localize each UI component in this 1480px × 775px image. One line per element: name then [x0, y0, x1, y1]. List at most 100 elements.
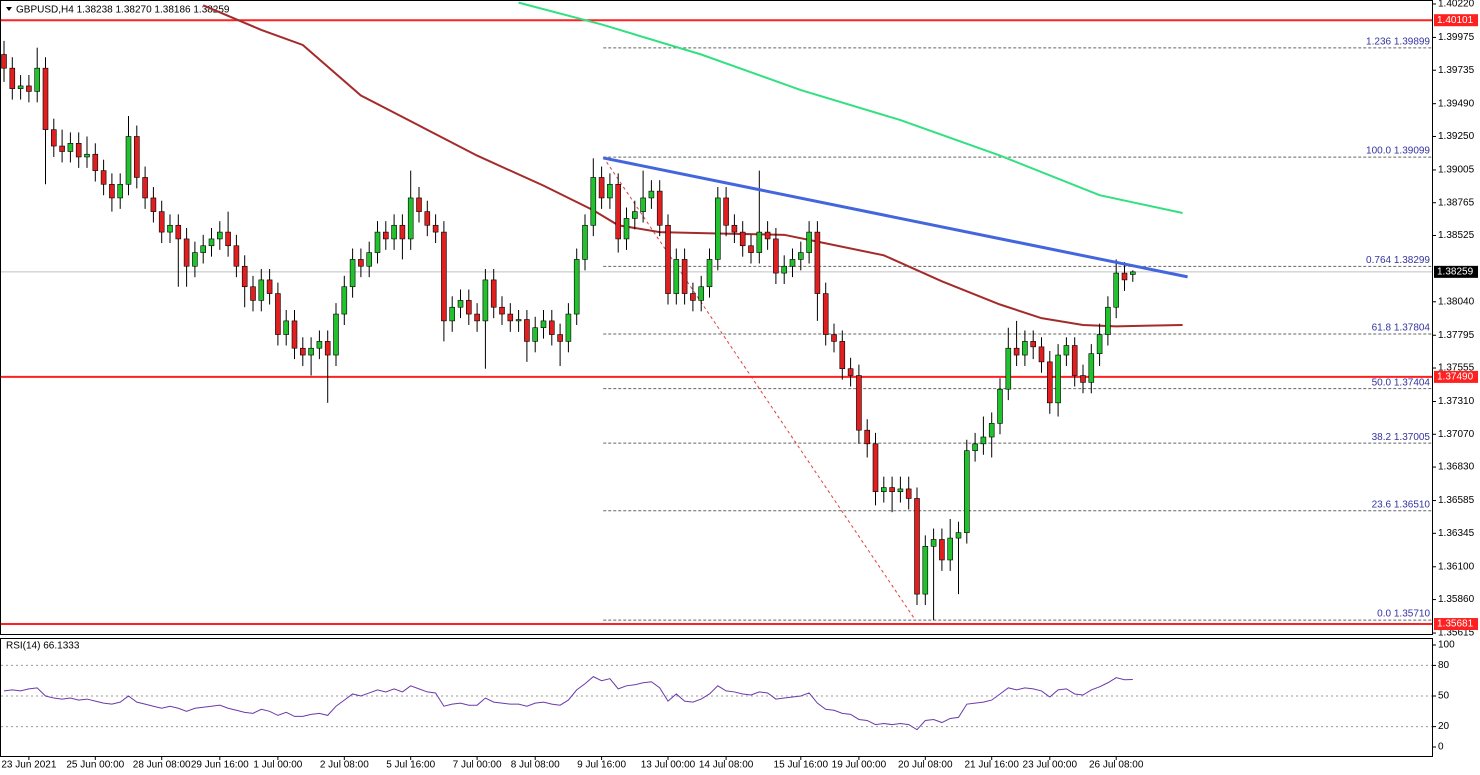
candle-body: [291, 320, 298, 349]
candle-body: [540, 320, 547, 329]
candle-body: [698, 286, 704, 301]
candle-body: [839, 341, 846, 370]
x-tick-label: 14 Jul 08:00: [699, 760, 754, 771]
candle-body: [889, 487, 895, 492]
candle-body: [648, 190, 655, 199]
candle-body: [432, 224, 439, 233]
y-tick-label: 1.35860: [1438, 594, 1475, 605]
candle-body: [125, 136, 132, 185]
candle-body: [1055, 354, 1061, 404]
candle-body: [972, 443, 978, 451]
candle-body: [847, 368, 854, 376]
fib-label: 50.0 1.37404: [1372, 377, 1431, 388]
candle-body: [316, 341, 323, 349]
candle-body: [175, 224, 182, 240]
y-tick-label: 1.36100: [1438, 561, 1475, 572]
candle-body: [656, 190, 663, 226]
candle-body: [9, 67, 16, 89]
fib-label: 0.764 1.38299: [1366, 255, 1430, 266]
candle-body: [789, 259, 796, 267]
candle-body: [383, 231, 389, 240]
candle-body: [706, 259, 713, 288]
candle-body: [872, 443, 879, 492]
candle-body: [1105, 306, 1111, 335]
candle-body: [490, 279, 497, 308]
candle-body: [922, 545, 929, 595]
candle-body: [980, 436, 987, 445]
candle-body: [399, 224, 406, 240]
candle-body: [84, 153, 90, 158]
candle-body: [374, 231, 381, 253]
candle-body: [117, 183, 123, 199]
trendline: [602, 156, 1188, 279]
candle-body: [158, 211, 165, 233]
candle-body: [1113, 272, 1119, 308]
candle-body: [51, 129, 57, 147]
candle-body: [92, 153, 99, 171]
y-tick-label: 80: [1438, 660, 1450, 671]
current-price-label: 1.38259: [1437, 266, 1474, 277]
candle-body: [955, 532, 962, 539]
candle-body: [499, 306, 505, 315]
x-tick-label: 5 Jul 16:00: [386, 760, 435, 771]
candle-body: [142, 177, 148, 199]
price-label-box: [1434, 370, 1478, 383]
y-tick-label: 1.39975: [1438, 32, 1475, 43]
candle-body: [349, 259, 356, 288]
candle-body: [275, 293, 281, 335]
candle-body: [665, 224, 671, 294]
candle-body: [515, 319, 522, 322]
candle-body: [466, 300, 472, 315]
candle-body: [623, 218, 630, 240]
y-tick-label: 1.38765: [1438, 197, 1475, 208]
moving-average: [202, 4, 1183, 328]
x-tick-label: 20 Jul 08:00: [898, 760, 953, 771]
candle-body: [856, 375, 862, 431]
x-tick-label: 13 Jul 00:00: [641, 760, 696, 771]
candle-body: [441, 231, 447, 322]
candle-body: [233, 245, 240, 267]
candle-body: [150, 197, 157, 212]
candle-body: [200, 245, 206, 253]
candle-body: [806, 231, 812, 253]
y-tick-label: 1.38040: [1438, 296, 1475, 307]
candle-body: [1013, 347, 1020, 356]
candle-body: [1088, 353, 1095, 383]
candle-body: [1080, 375, 1086, 383]
candle-body: [333, 313, 339, 356]
candle-body: [1121, 272, 1128, 281]
candle-body: [764, 231, 771, 240]
candle-body: [864, 429, 870, 445]
candle-body: [690, 293, 696, 301]
x-tick-label: 25 Jun 00:00: [66, 760, 124, 771]
h-line-label: 1.37490: [1437, 372, 1474, 383]
candle-body: [407, 197, 414, 240]
candle-body: [42, 67, 49, 130]
candle-body: [1022, 341, 1028, 356]
candle-body: [814, 231, 821, 294]
candle-body: [988, 423, 995, 438]
candle-body: [590, 177, 597, 226]
candle-body: [607, 183, 613, 199]
candle-body: [1096, 334, 1103, 354]
candle-body: [134, 136, 140, 178]
candle-body: [1063, 345, 1070, 356]
candle-body: [524, 319, 530, 342]
y-tick-label: 1.35615: [1438, 628, 1475, 639]
candle-body: [549, 320, 555, 335]
candle-body: [582, 224, 588, 260]
candle-body: [391, 224, 397, 240]
candle-body: [1, 54, 7, 69]
candle-body: [283, 320, 289, 335]
candle-body: [715, 197, 721, 260]
rsi-title: RSI(14) 66.1333: [6, 641, 80, 652]
candle-body: [615, 183, 621, 240]
candle-body: [881, 487, 887, 492]
fib-label: 1.236 1.39899: [1366, 36, 1430, 47]
candle-body: [109, 183, 115, 199]
candle-body: [26, 85, 32, 92]
y-tick-label: 1.38525: [1438, 230, 1475, 241]
candle-body: [34, 67, 40, 92]
candle-body: [731, 224, 738, 233]
